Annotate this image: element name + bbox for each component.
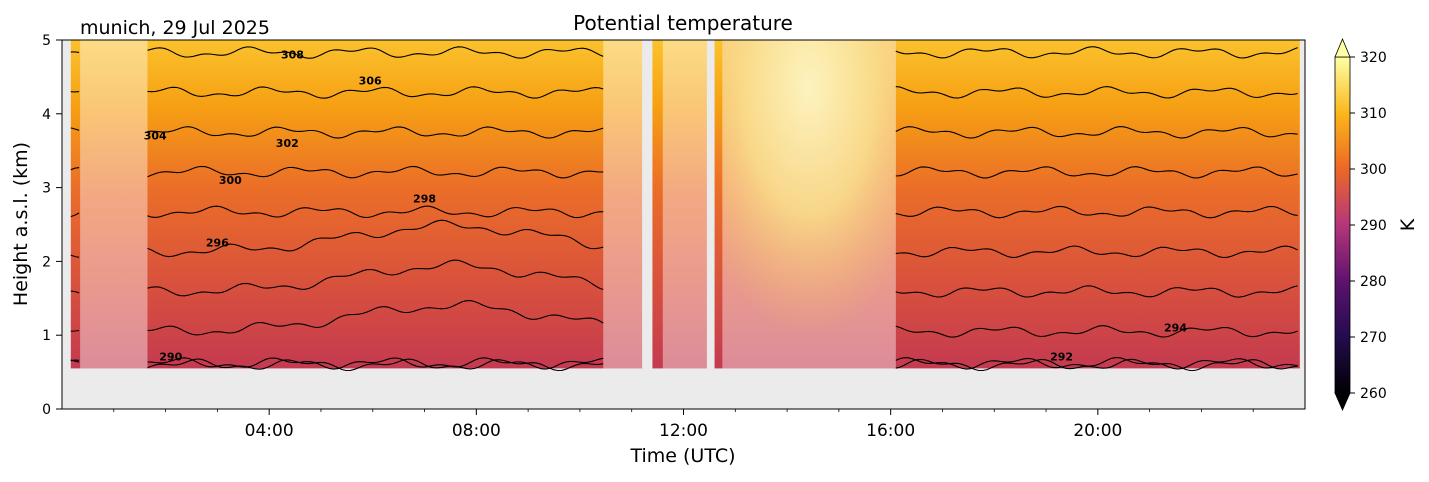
contour-label: 296 bbox=[206, 237, 229, 250]
warm-plume bbox=[722, 40, 896, 369]
colorbar-gradient bbox=[1334, 56, 1351, 394]
masked-period bbox=[603, 40, 643, 369]
potential-temperature-field bbox=[70, 40, 1300, 369]
x-tick-label: 12:00 bbox=[659, 421, 708, 441]
contour-label: 302 bbox=[276, 137, 299, 150]
data-gap bbox=[642, 40, 653, 409]
y-tick-label: 1 bbox=[42, 328, 51, 344]
contour-label: 292 bbox=[1050, 350, 1073, 363]
y-tick-label: 3 bbox=[42, 181, 51, 197]
y-tick-label: 2 bbox=[42, 254, 51, 270]
colorbar-label: K bbox=[1397, 218, 1419, 231]
masked-period bbox=[662, 40, 707, 369]
colorbar-tick-label: 320 bbox=[1360, 50, 1387, 66]
x-tick-label: 08:00 bbox=[452, 421, 501, 441]
colorbar-extend-high bbox=[1334, 37, 1351, 58]
colorbar-tick-label: 270 bbox=[1360, 330, 1387, 346]
colorbar-tick-label: 310 bbox=[1360, 106, 1387, 122]
plot-area: 308 306 304 302 300 298 296 294 292 290 bbox=[62, 40, 1305, 409]
colorbar-tick-label: 290 bbox=[1360, 218, 1387, 234]
data-gap bbox=[706, 40, 715, 409]
colorbar-tick-label: 280 bbox=[1360, 274, 1387, 290]
y-tick-label: 5 bbox=[42, 33, 51, 49]
contour-label: 308 bbox=[281, 48, 304, 61]
masked-period bbox=[80, 40, 148, 369]
chart-title: Potential temperature bbox=[573, 11, 793, 35]
location-date-label: munich, 29 Jul 2025 bbox=[80, 17, 270, 39]
contour-label: 300 bbox=[219, 174, 242, 187]
contour-label: 306 bbox=[359, 74, 382, 87]
colorbar: 260 270 280 290 300 310 320 K bbox=[1334, 37, 1419, 411]
contour-line-296 bbox=[70, 259, 1298, 298]
contour-line-292 bbox=[70, 357, 1298, 370]
colorbar-tick-label: 260 bbox=[1360, 386, 1387, 402]
x-axis-label: Time (UTC) bbox=[629, 445, 735, 467]
y-tick-label: 4 bbox=[42, 107, 51, 123]
contour-line-308 bbox=[70, 46, 1298, 59]
y-axis-label: Height a.s.l. (km) bbox=[10, 142, 32, 306]
contour-line-302 bbox=[70, 165, 1298, 179]
contour-label: 304 bbox=[144, 130, 167, 143]
contour-line-304 bbox=[70, 126, 1298, 139]
contour-label: 298 bbox=[413, 192, 436, 205]
contour-line-300 bbox=[70, 205, 1298, 219]
contour-line-294 bbox=[70, 300, 1298, 338]
x-tick-label: 16:00 bbox=[866, 421, 915, 441]
contour-label: 294 bbox=[1164, 322, 1187, 335]
colorbar-tick-label: 300 bbox=[1360, 162, 1387, 178]
colorbar-extend-low bbox=[1334, 392, 1351, 411]
contour-line-306 bbox=[70, 86, 1298, 99]
x-tick-label: 20:00 bbox=[1073, 421, 1122, 441]
x-tick-label: 04:00 bbox=[245, 421, 294, 441]
y-tick-label: 0 bbox=[42, 402, 51, 418]
contour-label: 290 bbox=[159, 350, 182, 363]
contour-line-298 bbox=[70, 219, 1298, 259]
